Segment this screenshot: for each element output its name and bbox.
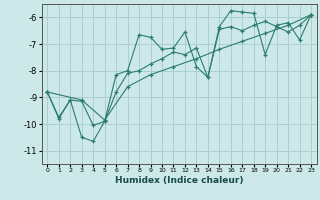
X-axis label: Humidex (Indice chaleur): Humidex (Indice chaleur) <box>115 176 244 185</box>
